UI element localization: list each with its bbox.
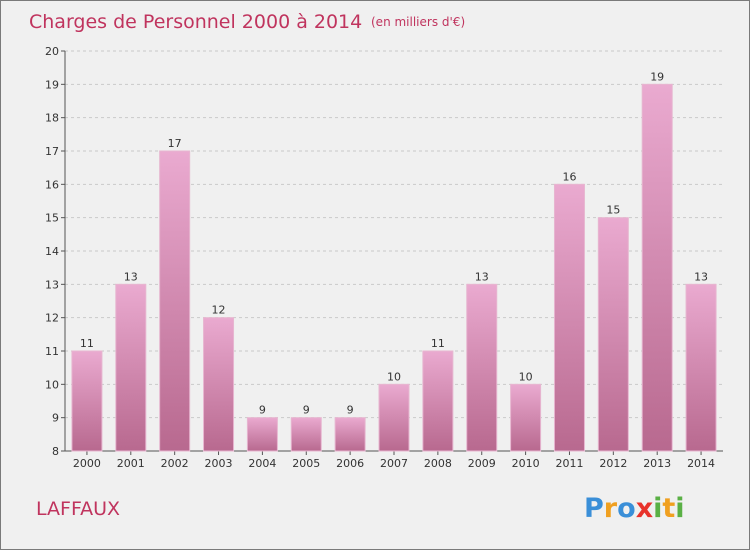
bar-layer: 11 13 17 12 9 9 9 10 11 13 10 16 15 19 13 xyxy=(71,70,717,452)
x-tick-label-2011: 2011 xyxy=(555,457,583,470)
data-label-2007: 10 xyxy=(387,370,401,383)
x-tick-label-2000: 2000 xyxy=(73,457,101,470)
data-label-2003: 12 xyxy=(212,304,226,317)
y-tick-label: 15 xyxy=(45,212,59,225)
logo-letter: P xyxy=(584,493,604,524)
chart-title: Charges de Personnel 2000 à 2014 xyxy=(29,11,362,33)
bar-2013 xyxy=(641,83,673,452)
bar-2006 xyxy=(334,417,366,452)
data-label-2004: 9 xyxy=(259,404,266,417)
data-label-2011: 16 xyxy=(562,170,576,183)
y-tick-label: 14 xyxy=(45,245,59,258)
x-tick-label-2001: 2001 xyxy=(117,457,145,470)
x-tick-label-2003: 2003 xyxy=(205,457,233,470)
chart-subtitle: (en milliers d'€) xyxy=(371,15,465,29)
x-tick-label-2008: 2008 xyxy=(424,457,452,470)
data-label-2008: 11 xyxy=(431,337,445,350)
data-label-2005: 9 xyxy=(303,404,310,417)
x-tick-label-2002: 2002 xyxy=(161,457,189,470)
data-label-2013: 19 xyxy=(650,70,664,83)
x-tick-label-2014: 2014 xyxy=(687,457,715,470)
bar-2011 xyxy=(553,183,585,452)
axis-layer: 8 9 10 11 12 13 14 15 16 17 18 19 20 2000 2001 2002 2003… xyxy=(45,45,723,470)
bar-2003 xyxy=(203,317,235,452)
x-tick-label-2004: 2004 xyxy=(248,457,276,470)
data-label-2002: 17 xyxy=(168,137,182,150)
y-tick-label: 19 xyxy=(45,78,59,91)
data-label-2014: 13 xyxy=(694,270,708,283)
x-tick-label-2010: 2010 xyxy=(512,457,540,470)
logo-letter: r xyxy=(604,493,618,524)
bar-2009 xyxy=(466,283,498,452)
x-tick-label-2006: 2006 xyxy=(336,457,364,470)
y-tick-label: 20 xyxy=(45,45,59,58)
x-tick-label-2009: 2009 xyxy=(468,457,496,470)
y-tick-label: 17 xyxy=(45,145,59,158)
y-tick-label: 10 xyxy=(45,378,59,391)
bar-2004 xyxy=(246,417,278,452)
bar-2014 xyxy=(685,283,717,452)
proxiti-logo: Proxiti xyxy=(584,493,685,524)
commune-name: LAFFAUX xyxy=(36,498,120,520)
bar-2002 xyxy=(159,150,191,452)
logo-letter: i xyxy=(653,493,662,524)
y-tick-label: 9 xyxy=(52,412,59,425)
x-tick-label-2005: 2005 xyxy=(292,457,320,470)
data-label-2010: 10 xyxy=(519,370,533,383)
bar-2001 xyxy=(115,283,147,452)
y-tick-label: 8 xyxy=(52,445,59,458)
bar-2008 xyxy=(422,350,454,452)
y-tick-label: 16 xyxy=(45,178,59,191)
logo-letter: t xyxy=(662,493,675,524)
y-tick-label: 13 xyxy=(45,278,59,291)
bar-2010 xyxy=(510,383,542,452)
data-label-2012: 15 xyxy=(606,204,620,217)
logo-letter: i xyxy=(675,493,684,524)
logo-letter: o xyxy=(617,493,636,524)
data-label-2006: 9 xyxy=(347,404,354,417)
bar-2005 xyxy=(290,417,322,452)
bar-2000 xyxy=(71,350,103,452)
y-tick-label: 11 xyxy=(45,345,59,358)
x-tick-label-2013: 2013 xyxy=(643,457,671,470)
x-tick-label-2007: 2007 xyxy=(380,457,408,470)
logo-letter: x xyxy=(636,493,653,524)
x-tick-label-2012: 2012 xyxy=(599,457,627,470)
y-tick-label: 18 xyxy=(45,112,59,125)
bar-2012 xyxy=(597,217,629,452)
data-label-2009: 13 xyxy=(475,270,489,283)
data-label-2000: 11 xyxy=(80,337,94,350)
data-label-2001: 13 xyxy=(124,270,138,283)
y-tick-label: 12 xyxy=(45,312,59,325)
bar-2007 xyxy=(378,383,410,452)
